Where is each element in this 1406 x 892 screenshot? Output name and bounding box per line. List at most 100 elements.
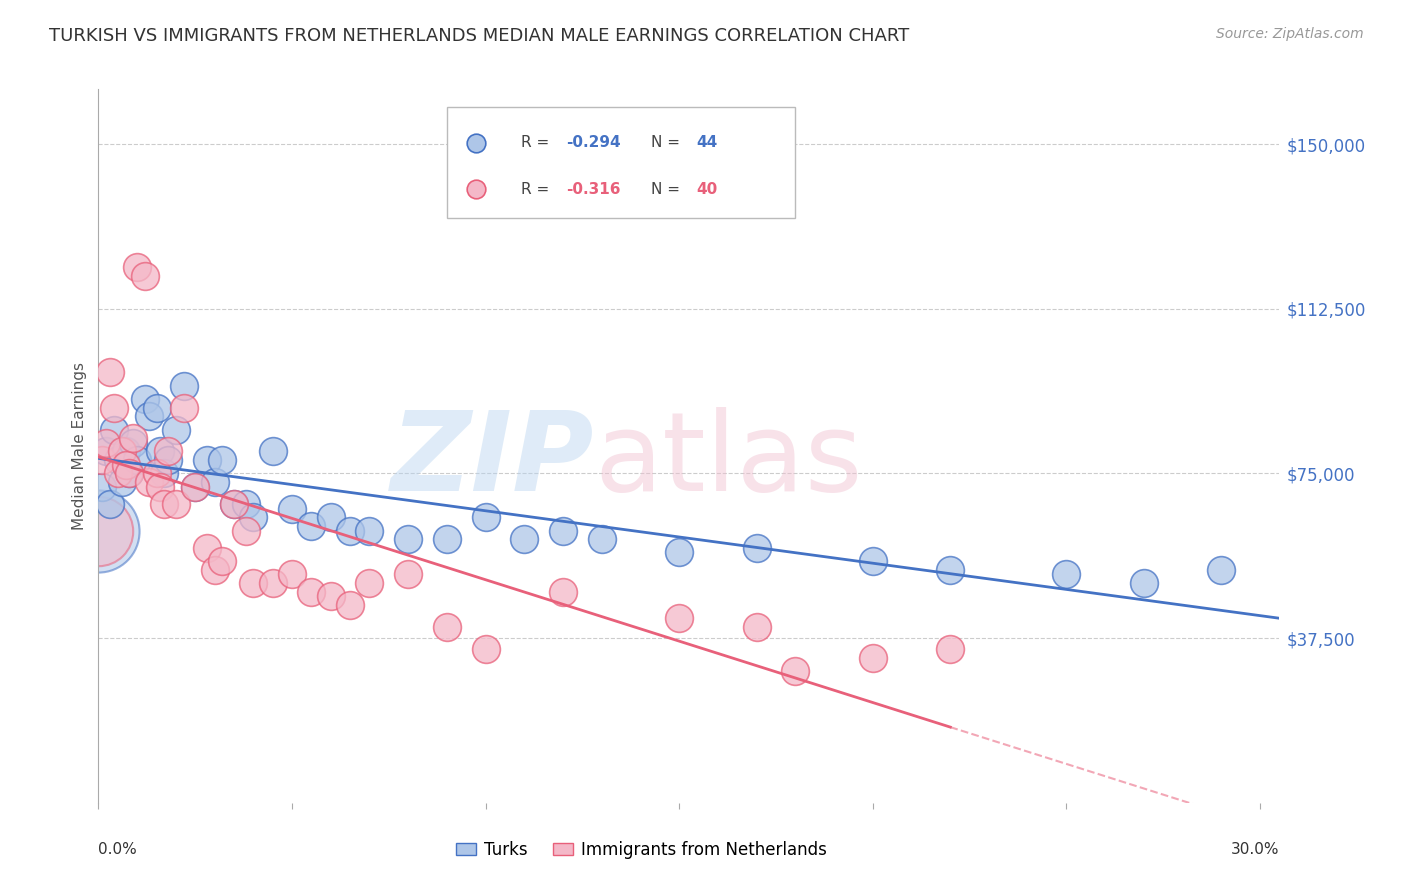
Point: [96, 444, 118, 458]
Point: [262, 576, 284, 591]
Point: [134, 392, 156, 406]
Point: [235, 524, 257, 538]
Point: [242, 576, 264, 591]
Point: [114, 444, 136, 458]
Point: [1326, 796, 1348, 810]
Point: [281, 501, 304, 516]
Point: [396, 533, 419, 547]
Text: 44: 44: [696, 136, 717, 150]
Point: [114, 458, 136, 472]
Point: [138, 409, 160, 424]
Point: [98, 366, 121, 380]
Point: [184, 480, 207, 494]
Point: [339, 524, 361, 538]
Point: [127, 260, 149, 274]
Point: [145, 401, 167, 415]
Point: [165, 423, 187, 437]
Point: [184, 480, 207, 494]
Point: [359, 576, 381, 591]
Point: [359, 524, 381, 538]
Point: [107, 467, 129, 481]
Point: [745, 620, 768, 634]
Point: [107, 453, 129, 467]
Point: [153, 497, 176, 511]
Point: [474, 642, 496, 657]
Point: [122, 431, 145, 445]
Point: [134, 268, 156, 283]
Point: [513, 533, 536, 547]
Point: [1056, 567, 1078, 582]
Point: [396, 567, 419, 582]
FancyBboxPatch shape: [447, 107, 796, 218]
Text: -0.316: -0.316: [567, 182, 620, 196]
Text: R =: R =: [522, 182, 554, 196]
Point: [127, 453, 149, 467]
Text: Source: ZipAtlas.com: Source: ZipAtlas.com: [1216, 27, 1364, 41]
Point: [91, 480, 114, 494]
Point: [173, 378, 195, 392]
Point: [436, 620, 458, 634]
Point: [157, 444, 180, 458]
Text: R =: R =: [522, 136, 554, 150]
Point: [211, 554, 233, 568]
Point: [785, 664, 807, 678]
Point: [242, 510, 264, 524]
Text: atlas: atlas: [595, 407, 863, 514]
Point: [138, 475, 160, 490]
Point: [745, 541, 768, 555]
Point: [668, 545, 690, 559]
Point: [862, 651, 884, 665]
Point: [118, 467, 141, 481]
Point: [281, 567, 304, 582]
Point: [204, 475, 226, 490]
Point: [204, 563, 226, 577]
Point: [222, 497, 245, 511]
Point: [211, 453, 233, 467]
Point: [319, 590, 342, 604]
Point: [195, 453, 218, 467]
Point: [195, 541, 218, 555]
Point: [157, 453, 180, 467]
Legend: Turks, Immigrants from Netherlands: Turks, Immigrants from Netherlands: [450, 835, 834, 866]
Point: [551, 585, 574, 599]
Text: ZIP: ZIP: [391, 407, 595, 514]
Point: [262, 444, 284, 458]
Point: [474, 510, 496, 524]
Point: [98, 497, 121, 511]
Point: [222, 497, 245, 511]
Point: [668, 611, 690, 625]
Point: [145, 467, 167, 481]
Point: [299, 519, 322, 533]
Point: [235, 497, 257, 511]
Text: 0.0%: 0.0%: [98, 842, 138, 857]
Point: [173, 401, 195, 415]
Text: 40: 40: [696, 182, 717, 196]
Text: N =: N =: [651, 182, 685, 196]
Point: [96, 435, 118, 450]
Point: [111, 444, 134, 458]
Point: [1133, 576, 1156, 591]
Y-axis label: Median Male Earnings: Median Male Earnings: [72, 362, 87, 530]
Point: [103, 401, 125, 415]
Point: [1326, 796, 1348, 810]
Point: [149, 480, 172, 494]
Point: [862, 554, 884, 568]
Point: [299, 585, 322, 599]
Point: [149, 444, 172, 458]
Point: [153, 467, 176, 481]
Point: [319, 510, 342, 524]
Point: [111, 475, 134, 490]
Point: [87, 524, 110, 538]
Point: [103, 423, 125, 437]
Text: -0.294: -0.294: [567, 136, 620, 150]
Point: [1211, 563, 1233, 577]
Point: [122, 435, 145, 450]
Point: [939, 642, 962, 657]
Point: [939, 563, 962, 577]
Point: [118, 467, 141, 481]
Text: TURKISH VS IMMIGRANTS FROM NETHERLANDS MEDIAN MALE EARNINGS CORRELATION CHART: TURKISH VS IMMIGRANTS FROM NETHERLANDS M…: [49, 27, 910, 45]
Point: [551, 524, 574, 538]
Point: [591, 533, 613, 547]
Point: [87, 524, 110, 538]
Point: [436, 533, 458, 547]
